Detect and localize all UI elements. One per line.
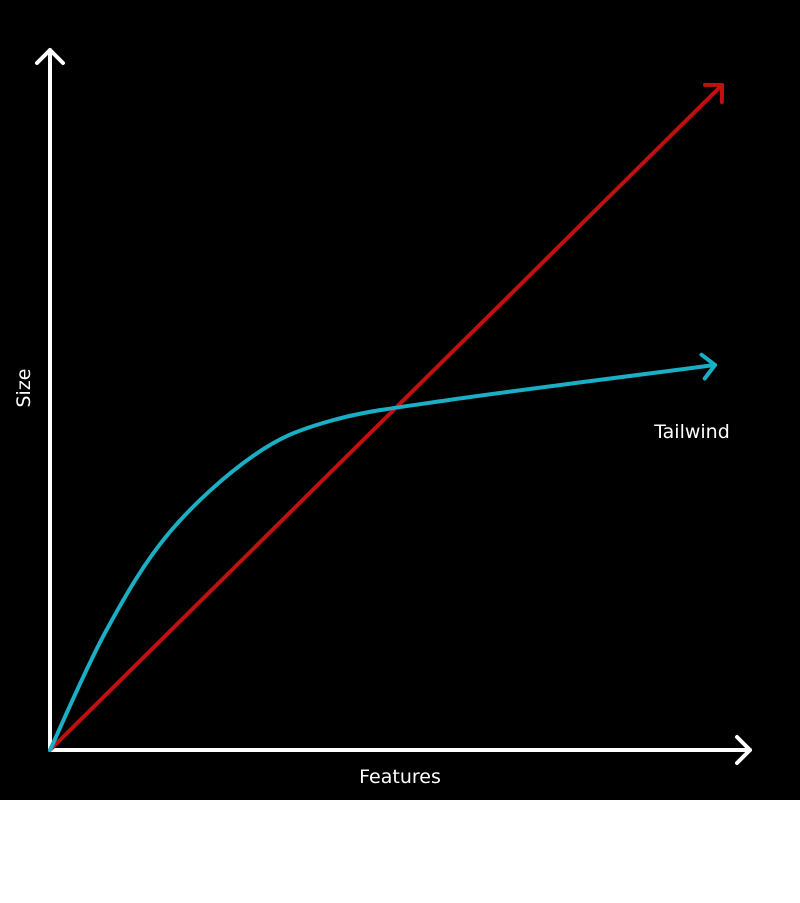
series-line-tailwind	[48, 363, 717, 752]
series-label-tailwind: Tailwind	[653, 421, 730, 443]
series-line-unlabeled	[48, 83, 724, 752]
axes	[35, 48, 752, 765]
chart-canvas: Features Size Tailwind	[0, 0, 800, 800]
chart-svg: Features Size Tailwind	[13, 48, 752, 788]
y-axis-arrowhead	[35, 48, 65, 65]
series-lines	[48, 82, 724, 752]
x-axis-arrowhead	[735, 735, 752, 765]
series-line-unlabeled-arrowhead	[703, 82, 724, 104]
series-line-tailwind-arrowhead	[699, 352, 717, 381]
x-axis-label: Features	[359, 766, 441, 788]
y-axis-label: Size	[13, 368, 35, 407]
